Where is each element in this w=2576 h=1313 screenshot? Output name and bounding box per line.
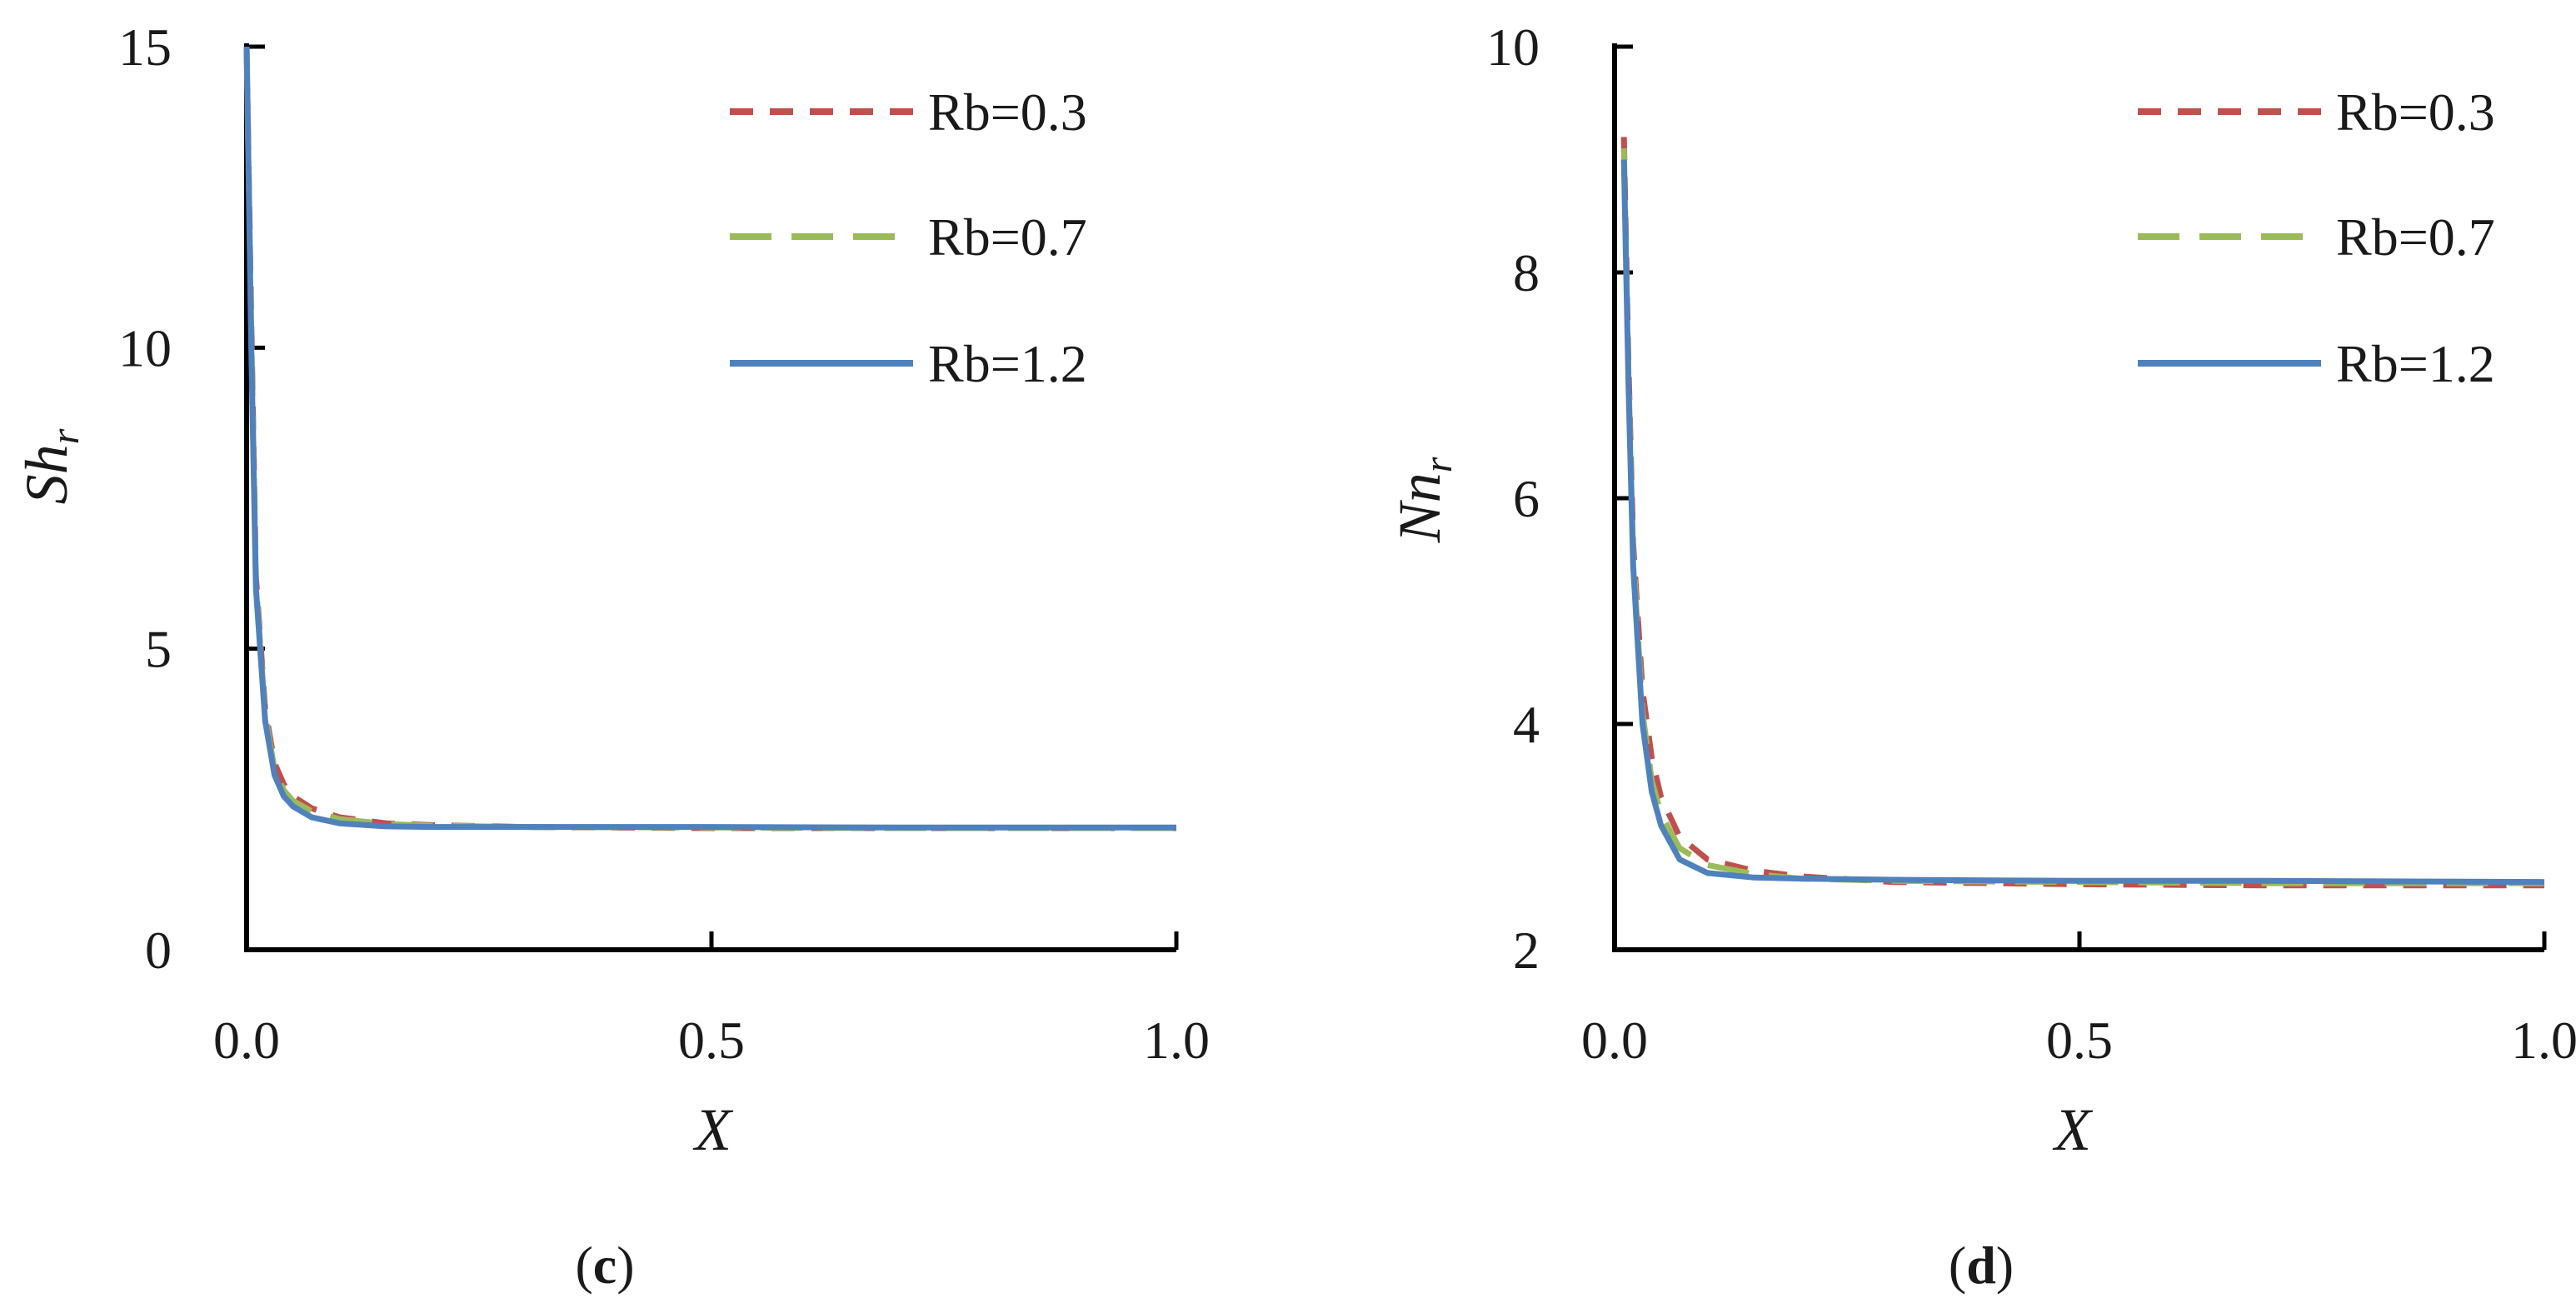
series-line-rb-1-2 [1620, 159, 2545, 886]
legend-label: Rb=0.7 [2336, 207, 2495, 267]
y-tick-label: 4 [1513, 695, 1540, 754]
y-axis-title-subscript: r [43, 428, 87, 444]
x-axis-title: X [692, 1096, 734, 1163]
y-axis-title: Shr [13, 428, 87, 504]
panel-label-letter: c [593, 1236, 617, 1295]
series-line-rb-0-3 [243, 46, 1176, 831]
y-tick-label: 2 [1513, 921, 1540, 980]
y-tick-label: 10 [118, 318, 172, 377]
series-line-rb-1-2 [243, 46, 1176, 831]
x-tick-label: 0.5 [678, 1011, 745, 1070]
chart-panel-d: 2 4 6 8 10 0.0 0.5 1.0 X Nnr Rb=0.3 Rb=0.7 Rb=1.2 (d) [1386, 17, 2576, 1295]
legend-label: Rb=0.3 [928, 82, 1087, 142]
y-tick-label: 5 [145, 620, 172, 679]
y-tick-label: 15 [118, 17, 172, 77]
x-tick-label: 0.5 [2046, 1011, 2113, 1070]
panel-label-open: ( [575, 1236, 592, 1295]
chart-panel-c: 0 5 10 15 0.0 0.5 1.0 X Shr Rb=0.3 Rb=0.7 Rb=1.2 (c) [13, 17, 1210, 1295]
y-tick-label: 6 [1513, 469, 1540, 528]
panel-label-open: ( [1949, 1236, 1966, 1295]
y-axis-title-subscript: r [1416, 457, 1460, 472]
legend-label: Rb=0.3 [2336, 82, 2495, 142]
panel-label-close: ) [1996, 1236, 2014, 1295]
legend-label: Rb=1.2 [928, 334, 1087, 393]
x-tick-label: 0.0 [213, 1011, 280, 1070]
panel-label-close: ) [617, 1236, 634, 1295]
x-tick-label: 0.0 [1581, 1011, 1648, 1070]
x-axis-title: X [2052, 1096, 2094, 1163]
panel-label: (d) [1949, 1236, 2014, 1295]
y-tick-label: 0 [145, 921, 172, 980]
y-tick-label: 10 [1486, 17, 1540, 77]
series-line-rb-0-7 [243, 46, 1176, 831]
y-tick-label: 8 [1513, 243, 1540, 302]
y-axis-title-base: Sh [13, 444, 80, 504]
x-tick-label: 1.0 [2511, 1011, 2576, 1070]
panel-label-letter: d [1966, 1236, 1996, 1295]
y-axis-title: Nnr [1386, 457, 1460, 543]
x-tick-label: 1.0 [1143, 1011, 1210, 1070]
legend-label: Rb=1.2 [2336, 334, 2495, 393]
legend-label: Rb=0.7 [928, 207, 1087, 267]
y-axis-title-base: Nn [1386, 472, 1453, 543]
panel-label: (c) [575, 1236, 634, 1295]
